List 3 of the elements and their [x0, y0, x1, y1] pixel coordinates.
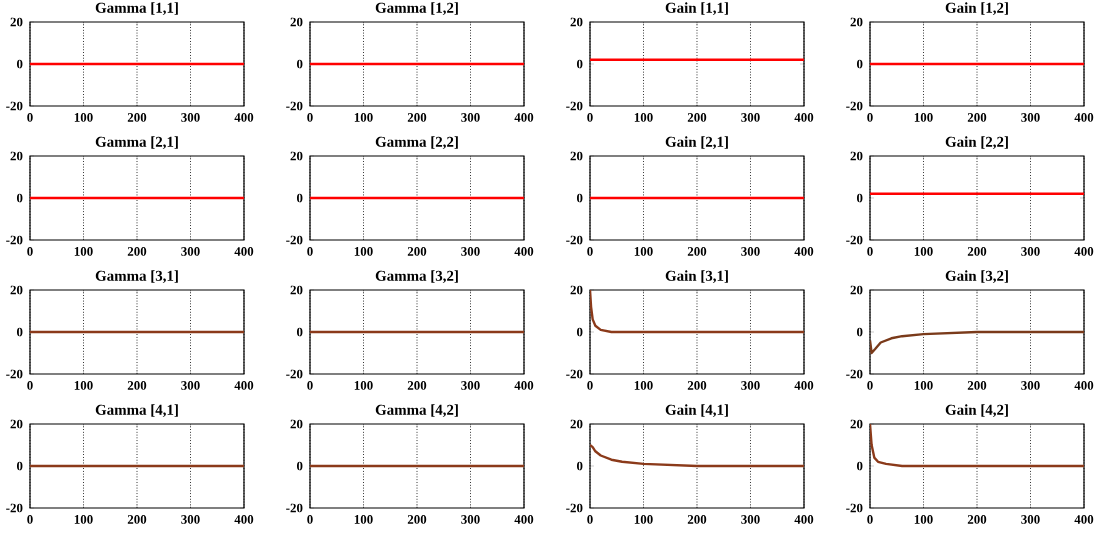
line-series [870, 330, 1085, 355]
line-series [590, 443, 804, 468]
line-series [870, 424, 1085, 468]
